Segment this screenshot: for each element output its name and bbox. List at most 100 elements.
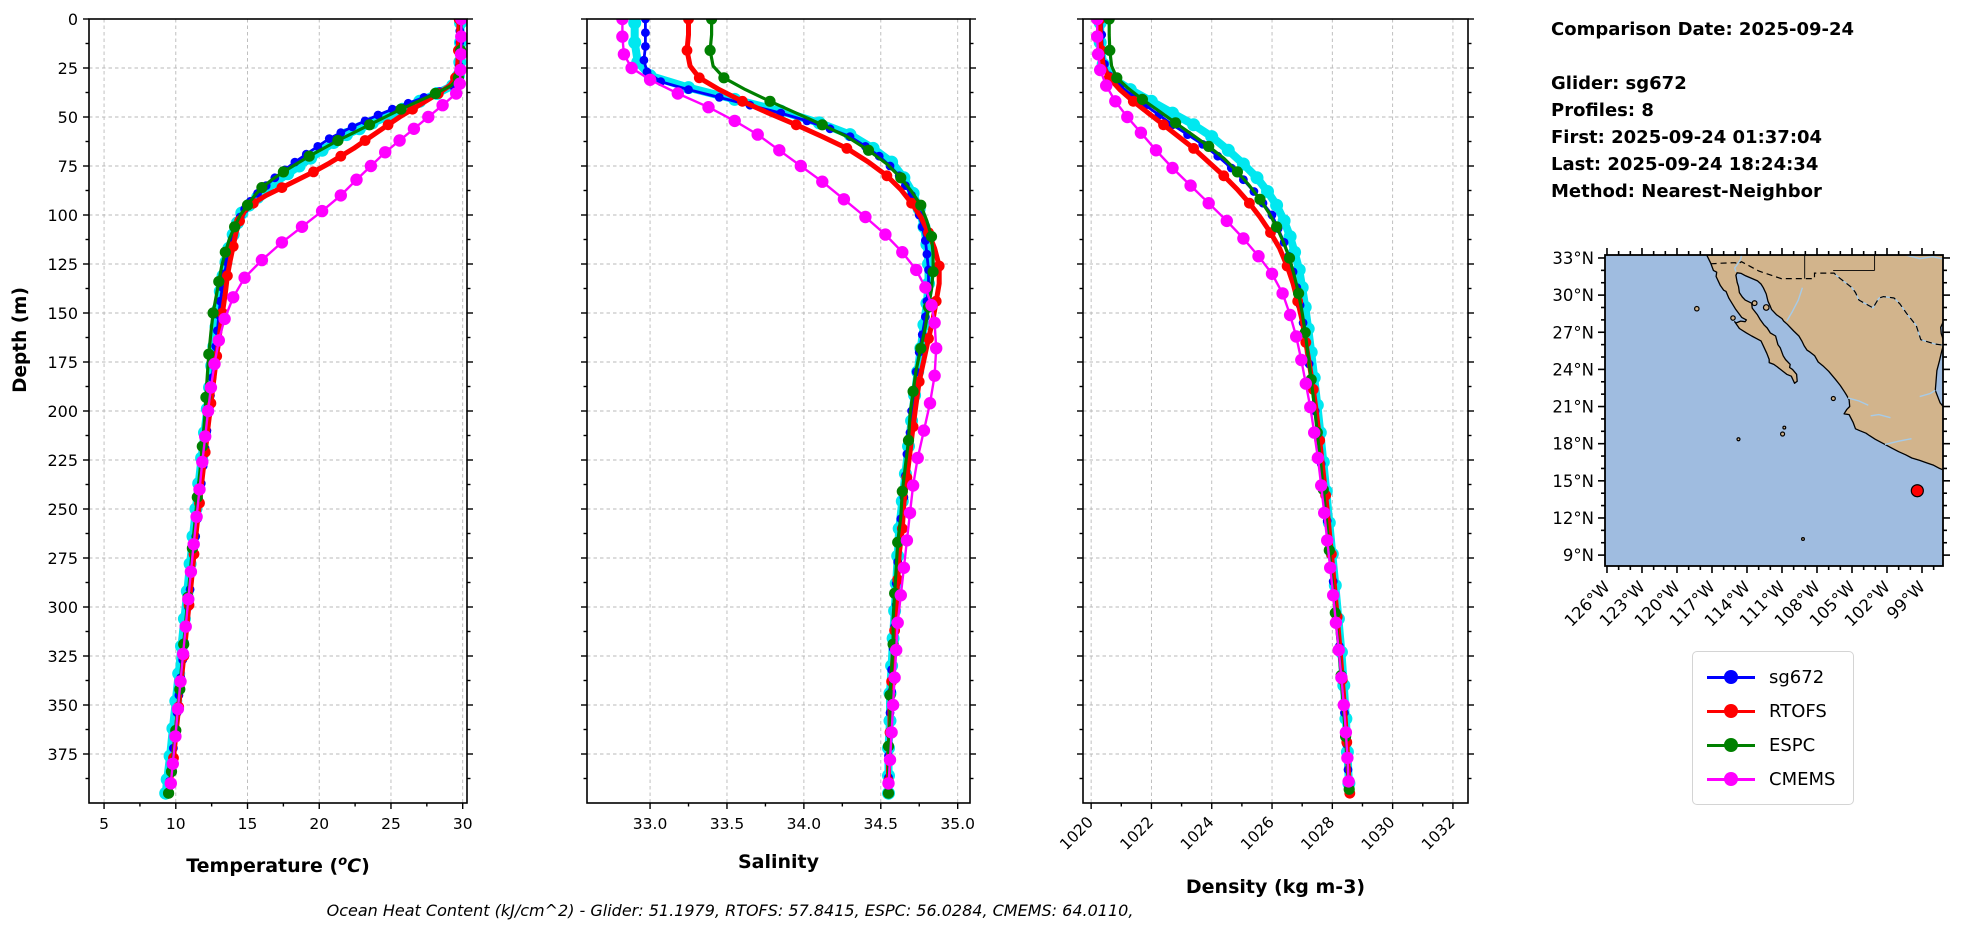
svg-text:33°N: 33°N bbox=[1552, 249, 1594, 268]
svg-text:1024: 1024 bbox=[1177, 813, 1218, 854]
svg-text:1022: 1022 bbox=[1117, 813, 1158, 854]
svg-text:1032: 1032 bbox=[1418, 813, 1459, 854]
map-ticks bbox=[1598, 248, 1950, 573]
map-country-border bbox=[1710, 261, 1943, 346]
map-island-isla-san-benedicto bbox=[1782, 425, 1787, 430]
series-line-glider-profiles-raw bbox=[630, 19, 933, 798]
legend-label: sg672 bbox=[1769, 666, 1825, 688]
svg-text:1030: 1030 bbox=[1358, 813, 1399, 854]
svg-text:350: 350 bbox=[47, 696, 78, 715]
method-text: Method: Nearest-Neighbor bbox=[1551, 181, 1822, 202]
legend-label: RTOFS bbox=[1769, 700, 1827, 722]
legend: sg672 RTOFS ESPC CMEMS bbox=[1692, 651, 1855, 805]
svg-text:5: 5 bbox=[99, 815, 109, 833]
map-island-isla-tiburon bbox=[1762, 304, 1770, 311]
svg-text:1026: 1026 bbox=[1237, 813, 1278, 854]
svg-text:33.5: 33.5 bbox=[710, 815, 745, 833]
svg-text:0: 0 bbox=[68, 10, 78, 29]
map-island-isla-cedros bbox=[1730, 315, 1736, 321]
density-profile-panel: 1020 1022 1024 1026 1028 1030 1032 Density (kg … bbox=[1056, 18, 1474, 898]
svg-text:99°W: 99°W bbox=[1883, 577, 1929, 623]
legend-entry-RTOFS: RTOFS bbox=[1707, 694, 1835, 728]
svg-text:15°N: 15°N bbox=[1552, 472, 1594, 491]
svg-text:100: 100 bbox=[47, 206, 78, 225]
svg-text:250: 250 bbox=[47, 500, 78, 519]
map-river bbox=[1884, 438, 1912, 446]
map-island-isla-clarion bbox=[1736, 437, 1741, 442]
legend-line-marker-icon bbox=[1707, 772, 1755, 786]
svg-text:25: 25 bbox=[381, 815, 401, 833]
series-markers-CMEMS bbox=[164, 19, 467, 790]
temperature-profile-y-tick-labels: 0 25 50 75 100 125 150 175 200 225 250 275 300 325 350… bbox=[47, 10, 78, 764]
series-markers-CMEMS bbox=[1091, 19, 1355, 788]
legend-label: CMEMS bbox=[1769, 768, 1836, 790]
svg-text:150: 150 bbox=[47, 304, 78, 323]
svg-text:34.5: 34.5 bbox=[864, 815, 899, 833]
density-profile-grid bbox=[1083, 19, 1468, 803]
temperature-profile-panel: 5 10 15 20 25 3002550751001251501752002252502… bbox=[10, 10, 473, 877]
svg-text:75: 75 bbox=[58, 157, 78, 176]
map-river bbox=[1847, 397, 1869, 406]
map-island-isla-angel-de-la-guarda bbox=[1751, 300, 1758, 307]
temperature-profile-x-ticks bbox=[103, 803, 464, 809]
series-markers-ESPC bbox=[704, 19, 939, 799]
location-map-panel: 9°N 12°N 15°N 18°N 21°N 24°N 27°N 30°N 33°N 126°W… bbox=[1552, 248, 1950, 630]
glider-position-dot bbox=[1910, 484, 1924, 498]
svg-text:175: 175 bbox=[47, 353, 78, 372]
svg-text:200: 200 bbox=[47, 402, 78, 421]
svg-text:35.0: 35.0 bbox=[940, 815, 975, 833]
temperature-profile-grid bbox=[89, 19, 467, 803]
map-island-islas-marias bbox=[1830, 395, 1836, 402]
salinity-profile-panel: 33.0 33.5 34.0 34.5 35.0 Salinity bbox=[581, 18, 976, 873]
svg-text:10: 10 bbox=[166, 815, 186, 833]
map-island-isla-socorro bbox=[1779, 431, 1786, 437]
map-lon-labels: 126°W123°W120°W117°W114°W111°W108°W105°W… bbox=[1561, 577, 1929, 630]
map-island-isla-guadalupe bbox=[1694, 305, 1700, 312]
first-profile-time-text: First: 2025-09-24 01:37:04 bbox=[1551, 127, 1823, 148]
density-profile-series bbox=[1091, 19, 1356, 799]
series-line-sg672 bbox=[642, 19, 930, 795]
svg-text:300: 300 bbox=[47, 598, 78, 617]
salinity-profile-x-tick-labels: 33.0 33.5 34.0 34.5 35.0 bbox=[633, 815, 975, 833]
temperature-profile-y-ticks bbox=[83, 18, 473, 780]
comparison-date-text: Comparison Date: 2025-09-24 bbox=[1551, 19, 1855, 40]
svg-text:325: 325 bbox=[47, 647, 78, 666]
svg-text:25: 25 bbox=[58, 59, 78, 78]
svg-text:1028: 1028 bbox=[1298, 813, 1339, 854]
svg-text:34.0: 34.0 bbox=[787, 815, 822, 833]
legend-line-marker-icon bbox=[1707, 670, 1755, 684]
legend-entry-CMEMS: CMEMS bbox=[1707, 762, 1835, 796]
density-profile-y-ticks bbox=[1077, 18, 1474, 780]
svg-text:12°N: 12°N bbox=[1552, 509, 1594, 528]
svg-text:30: 30 bbox=[453, 815, 473, 833]
map-river bbox=[1919, 389, 1936, 398]
svg-text:1020: 1020 bbox=[1056, 813, 1097, 854]
legend-entry-sg672: sg672 bbox=[1707, 660, 1835, 694]
svg-text:15: 15 bbox=[238, 815, 258, 833]
comparison-info-panel: Comparison Date: 2025-09-24 Glider: sg67… bbox=[1551, 16, 1971, 205]
ohc-caption: Ocean Heat Content (kJ/cm^2) - Glider: 5… bbox=[326, 901, 1134, 920]
salinity-profile-x-ticks bbox=[649, 803, 959, 809]
svg-text:375: 375 bbox=[47, 745, 78, 764]
info-gap bbox=[1551, 43, 1971, 70]
map-river bbox=[1786, 287, 1804, 322]
temperature-profile-x-tick-labels: 5 10 15 20 25 30 bbox=[99, 815, 472, 833]
map-lat-labels: 9°N 12°N 15°N 18°N 21°N 24°N 27°N 30°N 33°N bbox=[1552, 249, 1594, 565]
map-content bbox=[1605, 255, 1943, 566]
density-profile-axis-label: Density (kg m-3) bbox=[1186, 876, 1365, 898]
svg-text:30°N: 30°N bbox=[1552, 286, 1594, 305]
svg-text:20: 20 bbox=[309, 815, 329, 833]
density-profile-x-tick-labels: 1020 1022 1024 1026 1028 1030 1032 bbox=[1056, 813, 1458, 854]
last-profile-time-text: Last: 2025-09-24 18:24:34 bbox=[1551, 154, 1819, 175]
series-markers-CMEMS bbox=[616, 19, 943, 790]
svg-text:21°N: 21°N bbox=[1552, 398, 1594, 417]
map-river bbox=[1905, 255, 1943, 260]
temperature-profile-series bbox=[159, 19, 467, 800]
map-river bbox=[1733, 255, 1743, 272]
series-markers-RTOFS bbox=[681, 19, 945, 787]
svg-text:125: 125 bbox=[47, 255, 78, 274]
density-profile-x-ticks bbox=[1090, 803, 1454, 809]
svg-text:275: 275 bbox=[47, 549, 78, 568]
